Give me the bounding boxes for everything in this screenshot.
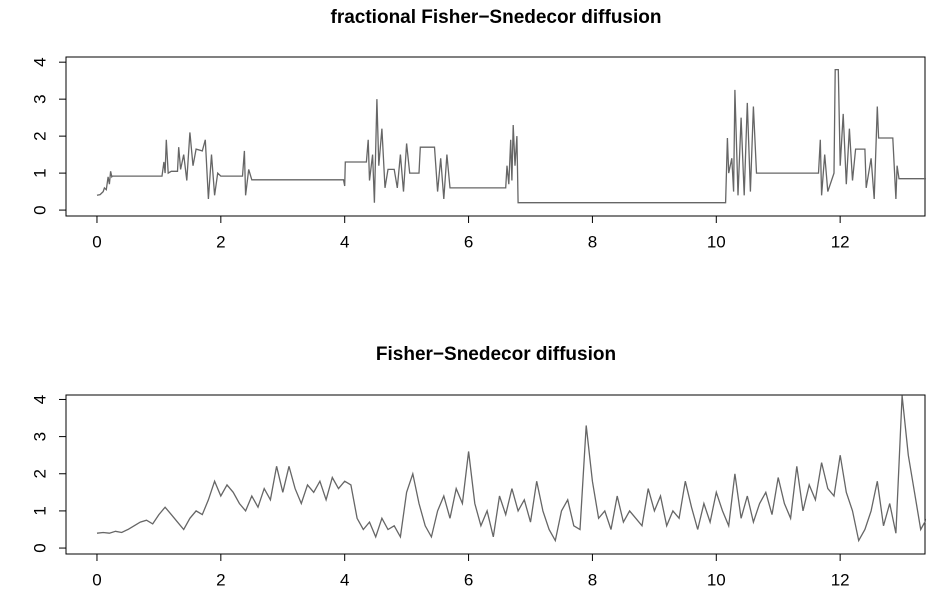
x-tick-label: 10 [707,232,726,251]
y-tick-label: 4 [30,57,49,66]
x-tick-label: 0 [92,570,101,589]
x-tick-label: 2 [216,570,225,589]
line-series [96,68,926,204]
line-series [96,395,926,543]
chart-title: fractional Fisher−Snedecor diffusion [331,7,662,28]
x-tick-label: 10 [707,570,726,589]
x-tick-label: 8 [588,232,597,251]
x-tick-label: 12 [831,570,850,589]
x-tick-label: 2 [216,232,225,251]
y-tick-label: 2 [30,131,49,140]
y-tick-label: 3 [30,432,49,441]
x-tick-label: 6 [464,570,473,589]
y-tick-label: 1 [30,168,49,177]
x-tick-label: 6 [464,232,473,251]
y-tick-label: 4 [30,395,49,404]
y-tick-label: 0 [30,543,49,552]
y-tick-label: 1 [30,506,49,515]
x-tick-label: 12 [831,232,850,251]
plot-frame [65,394,926,555]
x-tick-label: 4 [340,232,349,251]
y-tick-label: 0 [30,205,49,214]
y-tick-label: 2 [30,469,49,478]
x-tick-label: 8 [588,570,597,589]
x-tick-label: 0 [92,232,101,251]
plot-frame [65,56,926,217]
chart-title: Fisher−Snedecor diffusion [376,344,616,365]
y-tick-label: 3 [30,94,49,103]
x-tick-label: 4 [340,570,349,589]
